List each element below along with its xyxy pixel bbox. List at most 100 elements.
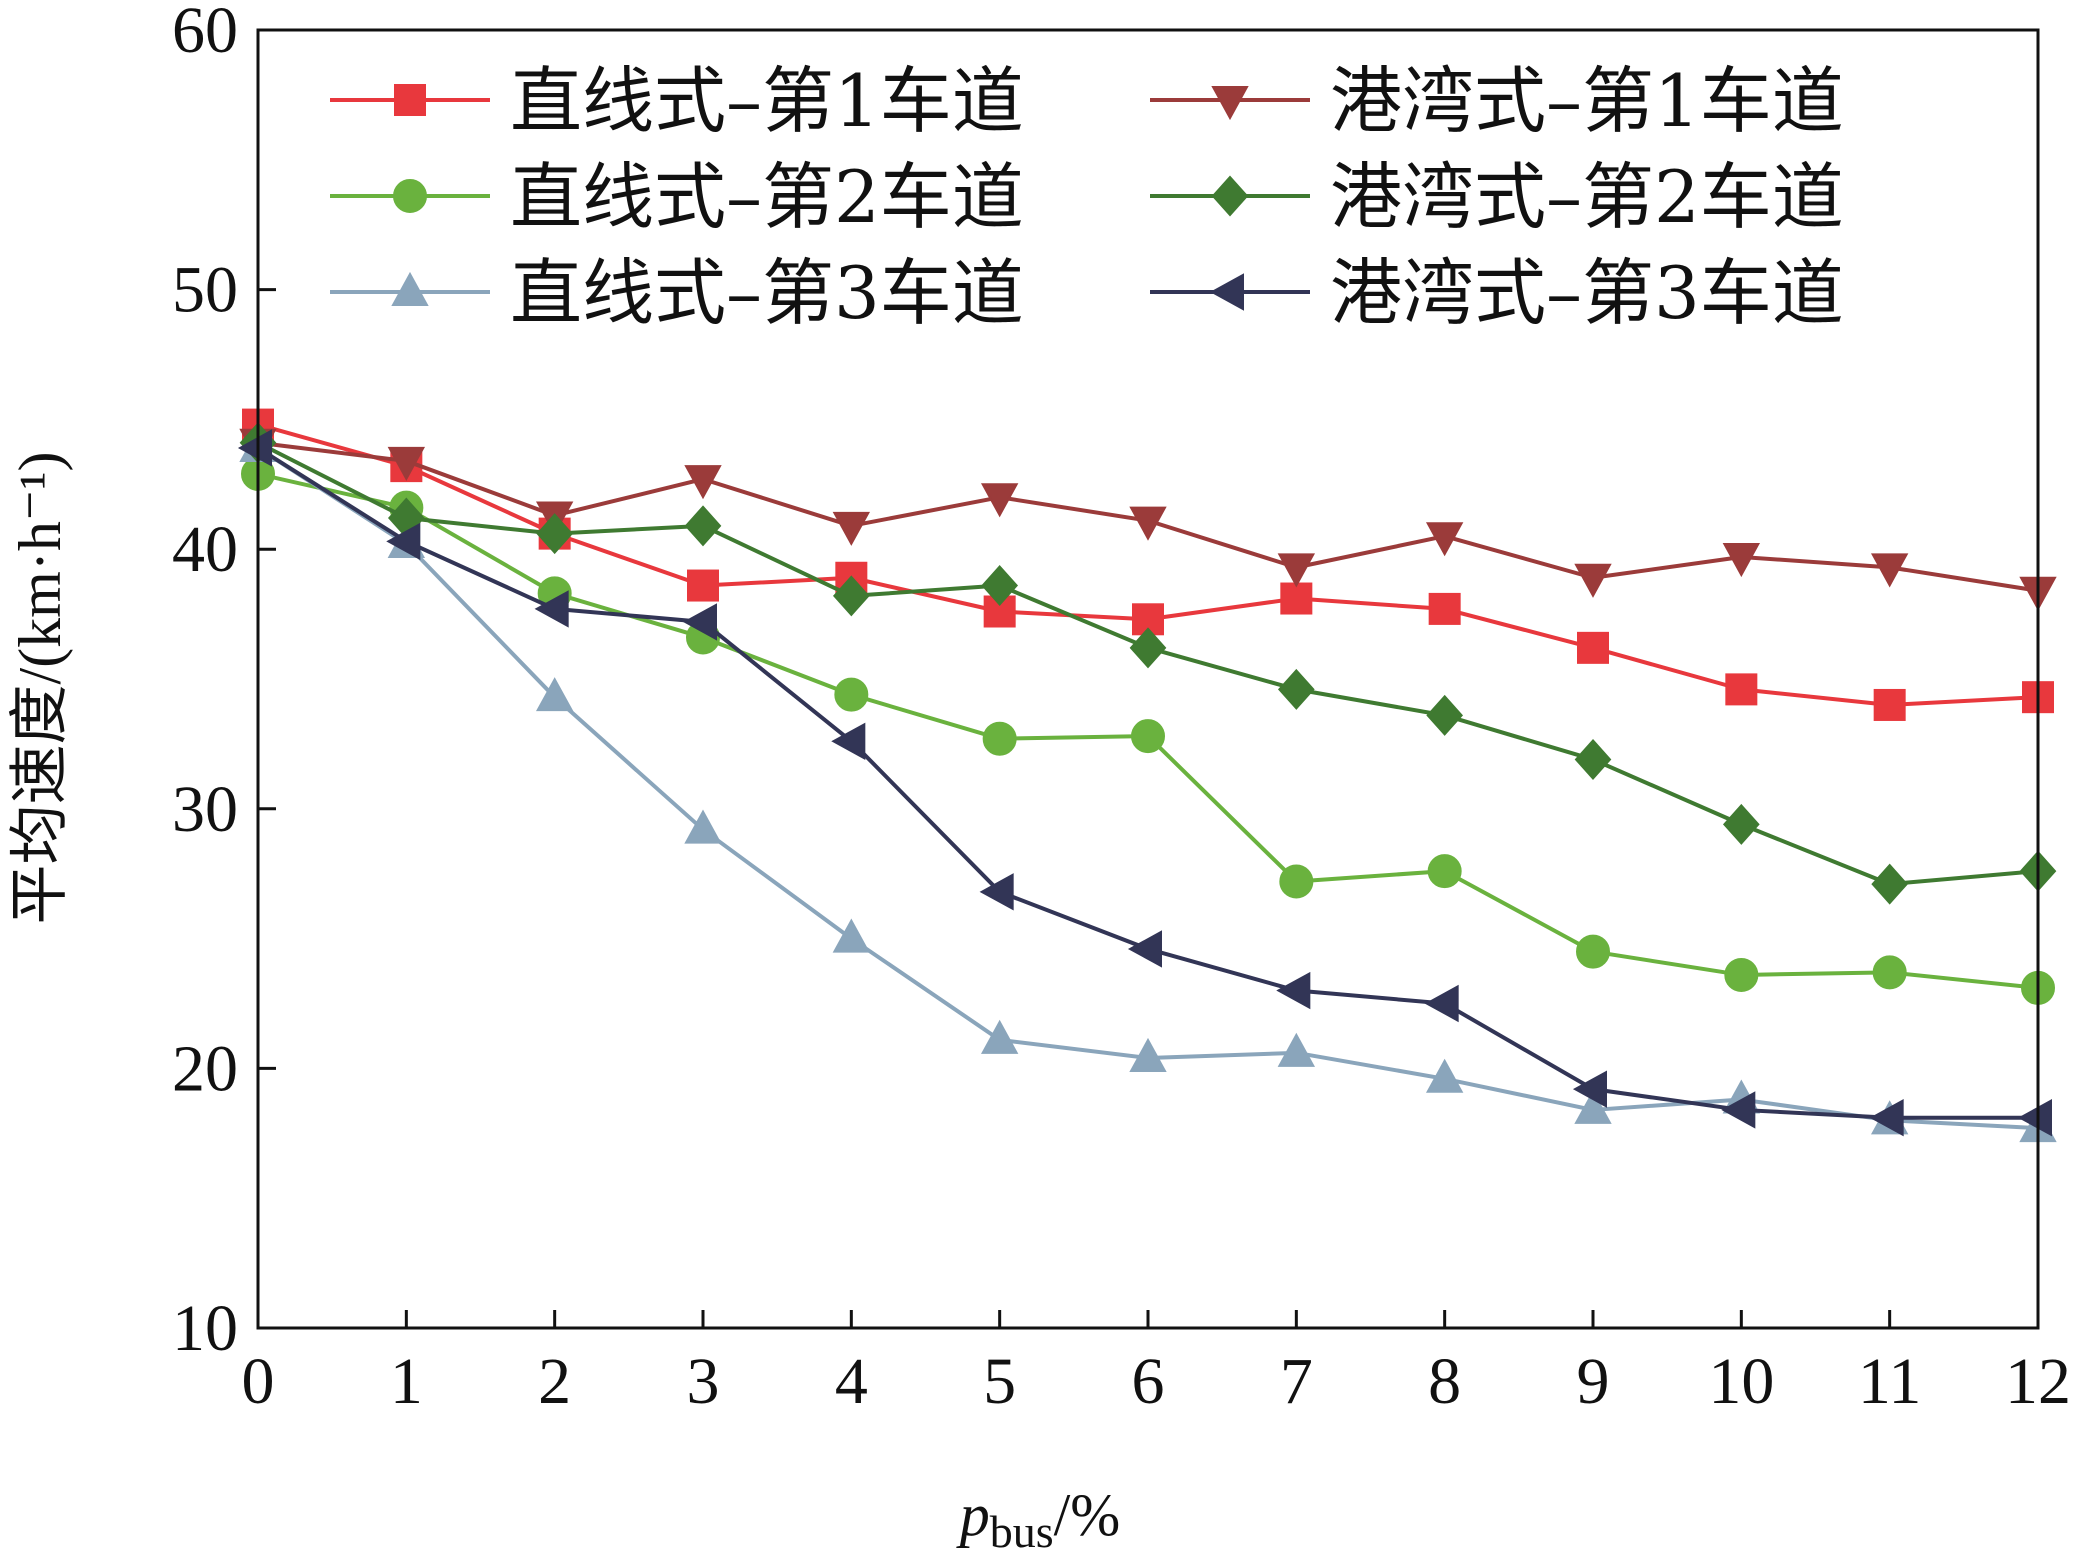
legend-label: 直线式–第1车道 — [510, 59, 1024, 143]
legend-item: 直线式–第1车道 — [330, 59, 1024, 143]
data-point — [980, 1019, 1019, 1054]
data-point — [1129, 1037, 1167, 1073]
data-point — [1722, 803, 1760, 845]
data-point — [1277, 668, 1315, 710]
series-6 — [237, 429, 2052, 1137]
legend-marker — [393, 179, 427, 213]
y-tick-label: 40 — [172, 513, 238, 586]
x-axis: 0 1 2 3 4 5 6 7 8 9 10 11 12 — [242, 1310, 2071, 1418]
x-axis-title-subscript: bus — [990, 1506, 1054, 1549]
data-point — [386, 522, 421, 561]
data-point — [1722, 542, 1761, 578]
data-point — [1724, 957, 1759, 992]
y-tick-label: 60 — [172, 0, 238, 67]
legend-marker — [391, 271, 429, 306]
legend-marker — [394, 84, 426, 116]
data-point — [687, 569, 719, 602]
data-point — [237, 429, 272, 467]
data-point — [831, 722, 866, 760]
series-4 — [239, 428, 2057, 611]
data-point — [1280, 582, 1313, 615]
data-point — [832, 918, 871, 953]
y-axis: 10 20 30 40 50 60 — [172, 0, 276, 1365]
data-point — [1577, 631, 1609, 664]
series-2 — [241, 456, 2055, 1005]
series-5 — [239, 422, 2057, 905]
legend-item: 直线式–第3车道 — [330, 251, 1024, 335]
x-tick-label: 5 — [983, 1345, 1016, 1418]
legend-label: 港湾式–第3车道 — [1330, 251, 1844, 335]
x-tick-label: 0 — [242, 1345, 275, 1418]
data-point — [536, 513, 574, 555]
legend-item: 港湾式–第1车道 — [1150, 59, 1844, 143]
data-point — [1426, 694, 1464, 736]
x-tick-label: 1 — [390, 1345, 423, 1418]
y-axis-title: 平均速度/(km·h⁻¹) — [7, 452, 73, 925]
x-tick-label: 7 — [1280, 1345, 1313, 1418]
data-point — [1872, 955, 1907, 990]
data-point — [1127, 930, 1162, 968]
legend-marker — [1211, 86, 1249, 121]
data-point — [682, 603, 717, 641]
data-point — [1425, 1058, 1464, 1093]
y-tick-label: 10 — [172, 1292, 238, 1365]
data-point — [979, 873, 1014, 911]
y-tick-label: 50 — [172, 254, 238, 327]
legend-item: 直线式–第2车道 — [330, 155, 1024, 239]
data-point — [834, 677, 869, 712]
series-line — [256, 446, 2039, 1131]
data-point — [1576, 934, 1610, 969]
data-point — [1574, 738, 1612, 780]
data-point — [1129, 506, 1167, 541]
data-point — [684, 809, 722, 844]
data-point — [982, 721, 1017, 756]
data-point — [1871, 863, 1909, 905]
legend-label: 直线式–第3车道 — [510, 251, 1024, 335]
data-point — [1277, 1032, 1316, 1067]
x-axis-title-main: p — [956, 1482, 990, 1548]
data-point — [1424, 984, 1459, 1023]
data-point — [387, 446, 426, 482]
data-point — [981, 565, 1019, 607]
x-tick-label: 2 — [538, 1345, 571, 1418]
data-point — [1277, 553, 1316, 588]
y-tick-label: 20 — [172, 1032, 238, 1105]
x-tick-label: 10 — [1708, 1345, 1774, 1418]
data-point — [832, 575, 870, 617]
x-tick-label: 8 — [1428, 1345, 1461, 1418]
data-point — [684, 465, 722, 500]
data-point — [832, 511, 871, 546]
data-point — [2017, 1099, 2052, 1137]
x-axis-title: pbus/% — [956, 1482, 1121, 1549]
x-tick-label: 4 — [835, 1345, 868, 1418]
y-tick-label: 30 — [172, 773, 238, 846]
x-tick-label: 6 — [1132, 1345, 1165, 1418]
data-point — [1129, 627, 1167, 669]
data-point — [1725, 673, 1758, 706]
data-point — [1276, 971, 1311, 1010]
legend-label: 港湾式–第2车道 — [1330, 155, 1844, 239]
data-point — [1869, 1099, 1904, 1137]
data-point — [1873, 688, 1906, 721]
legend-marker — [1211, 175, 1249, 217]
x-tick-label: 11 — [1858, 1345, 1922, 1418]
series-layer — [237, 408, 2057, 1143]
data-point — [535, 677, 574, 712]
x-tick-label: 12 — [2005, 1345, 2071, 1418]
data-point — [1572, 1070, 1607, 1108]
data-point — [1574, 563, 1612, 598]
data-point — [1131, 719, 1165, 754]
x-tick-label: 9 — [1577, 1345, 1610, 1418]
data-point — [1574, 1089, 1612, 1124]
data-point — [1721, 1091, 1756, 1129]
legend-item: 港湾式–第3车道 — [1150, 251, 1844, 335]
data-point — [1427, 854, 1462, 889]
legend-marker — [1209, 273, 1244, 311]
data-point — [1428, 592, 1461, 625]
legend-label: 直线式–第2车道 — [510, 155, 1024, 239]
x-axis-title-unit: /% — [1054, 1482, 1121, 1548]
series-line — [256, 446, 2038, 1120]
data-point — [1425, 522, 1464, 557]
x-tick-label: 3 — [687, 1345, 720, 1418]
